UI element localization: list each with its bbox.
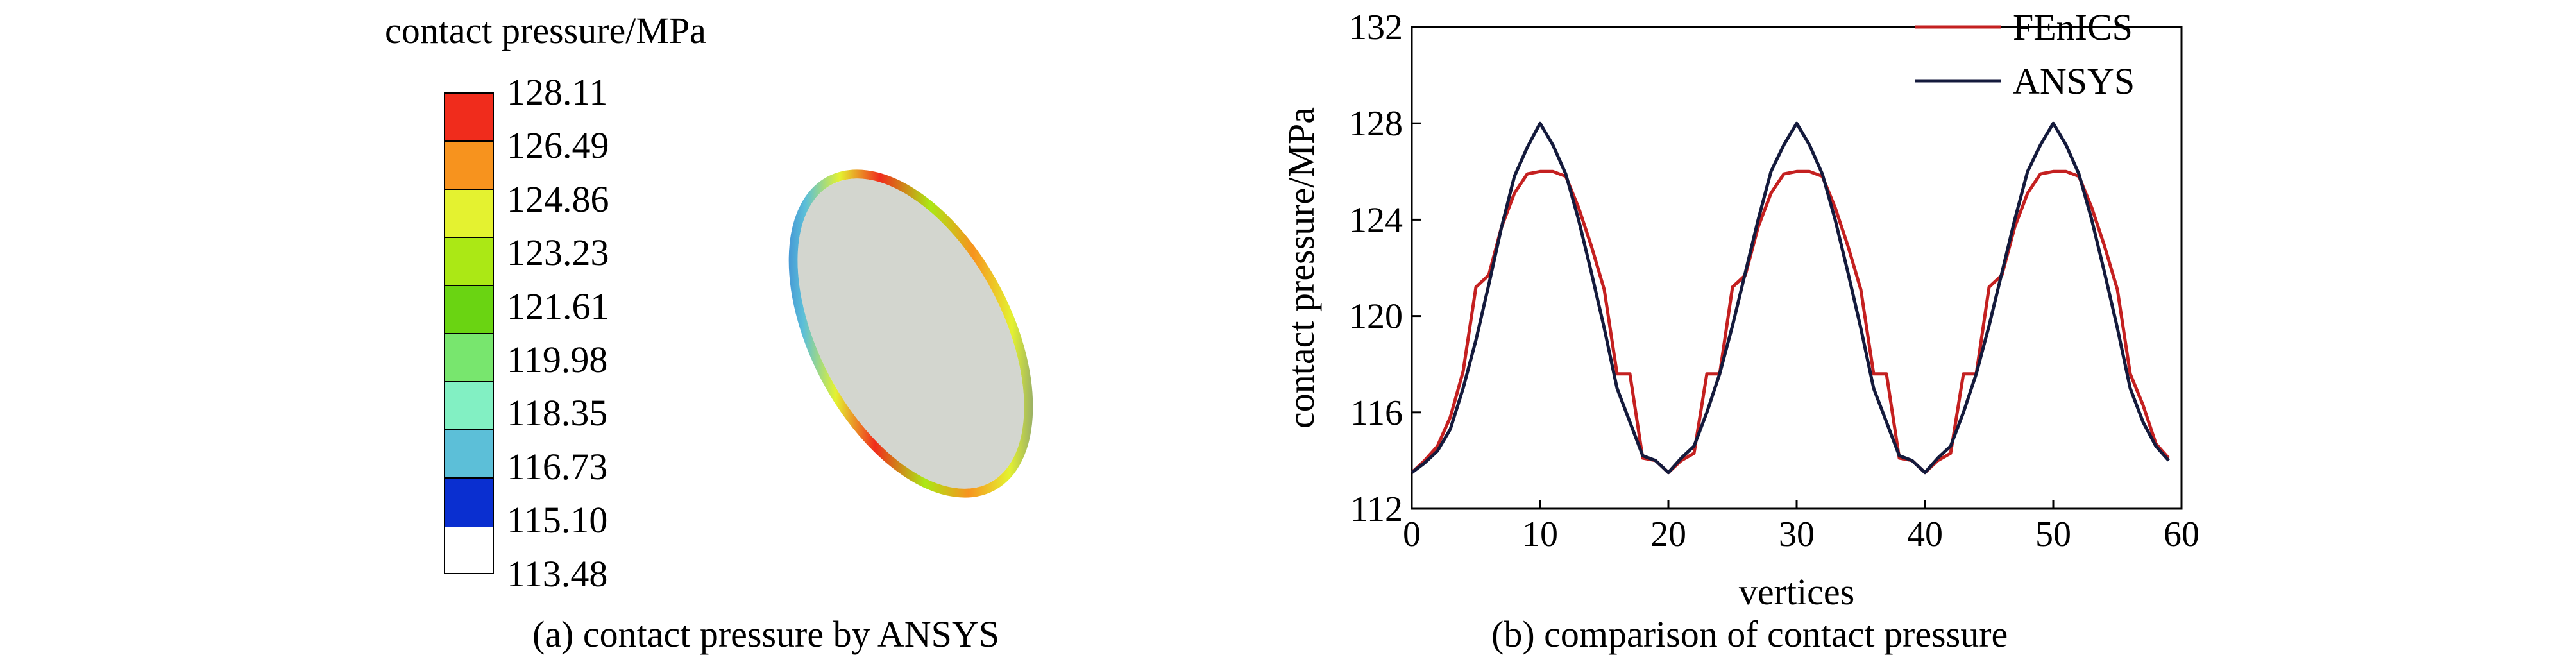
colorbar-segment: [445, 334, 493, 382]
colorbar-level-label: 123.23: [507, 232, 609, 274]
x-axis-label: vertices: [1739, 571, 1854, 613]
colorbar-level-label: 124.86: [507, 178, 609, 220]
colorbar-segment: [445, 190, 493, 238]
colorbar-segment: [445, 238, 493, 286]
y-tick-label: 132: [1349, 8, 1403, 47]
colorbar-title: contact pressure/MPa: [385, 10, 706, 51]
colorbar-level-label: 113.48: [507, 552, 608, 595]
colorbar: [444, 92, 494, 574]
x-tick-label: 30: [1779, 515, 1815, 554]
colorbar-level-label: 128.11: [507, 71, 608, 113]
caption-a: (a) contact pressure by ANSYS: [532, 613, 1000, 655]
y-tick-label: 120: [1349, 297, 1403, 337]
legend-label: ANSYS: [2013, 60, 2135, 102]
legend-label: FEnICS: [2013, 6, 2133, 48]
contact-pressure-chart: 0 10 20 30 40 50 60 112 116 120 124 128 132 vertices c…: [1280, 6, 2199, 613]
caption-b: (b) comparison of contact pressure: [1491, 613, 2008, 655]
series-line-fenics: [1411, 169, 2170, 475]
contact-region-rim: [788, 169, 1033, 498]
colorbar-level-label: 121.61: [507, 285, 609, 327]
colorbar-level-label: 118.35: [507, 392, 608, 434]
y-tick-label: 124: [1349, 200, 1403, 240]
x-tick-label: 0: [1403, 515, 1421, 554]
contact-region-surface: [797, 178, 1024, 489]
x-tick-label: 10: [1522, 515, 1558, 554]
colorbar-level-label: 119.98: [507, 339, 608, 380]
y-tick-label: 112: [1350, 489, 1403, 529]
x-tick-label: 40: [1907, 515, 1943, 554]
chart-axes: 0 10 20 30 40 50 60 112 116 120 124 128 132 vertices c…: [1280, 8, 2199, 613]
colorbar-segment: [445, 286, 493, 334]
colorbar-segment: [445, 142, 493, 190]
colorbar-segment: [445, 382, 493, 430]
colorbar-level-label: 126.49: [507, 124, 609, 167]
colorbar-segment: [445, 430, 493, 479]
y-tick-label: 128: [1349, 104, 1403, 144]
x-tick-label: 50: [2035, 515, 2071, 554]
chart-legend: FEnICS ANSYS: [1915, 6, 2135, 102]
x-tick-label: 20: [1650, 515, 1686, 554]
series-line-ansys: [1411, 121, 2170, 475]
x-tick-label: 60: [2164, 515, 2199, 554]
colorbar-level-label: 116.73: [507, 445, 608, 488]
colorbar-segment: [445, 94, 493, 142]
chart-series: [1411, 121, 2170, 475]
colorbar-segment: [445, 479, 493, 527]
contact-ellipse-plot: [788, 169, 1033, 498]
y-axis-label: contact pressure/MPa: [1280, 107, 1322, 429]
y-tick-label: 116: [1350, 393, 1403, 433]
colorbar-level-label: 115.10: [507, 499, 608, 541]
